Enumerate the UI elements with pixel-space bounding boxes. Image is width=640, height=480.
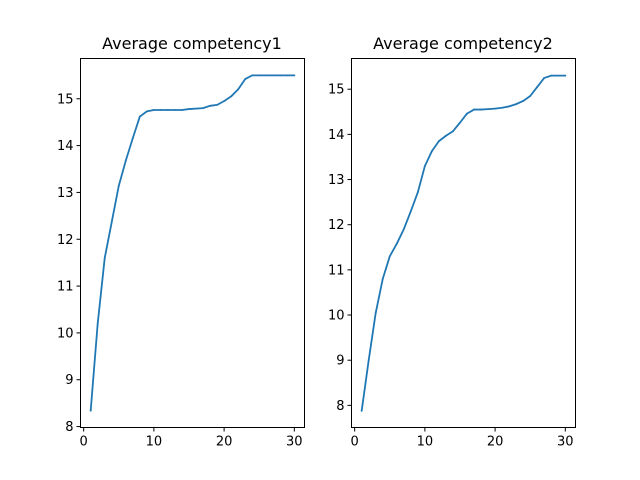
data-point: [564, 74, 567, 77]
series-group: [360, 74, 567, 412]
y-tick-label: 11: [57, 280, 74, 295]
series-line: [360, 74, 567, 412]
data-point: [181, 109, 183, 111]
data-point: [473, 108, 475, 111]
x-tick-label: 30: [286, 435, 303, 450]
data-point: [487, 108, 489, 110]
data-point: [508, 105, 511, 108]
y-tick-label: 8: [65, 420, 73, 435]
series-line: [89, 74, 296, 412]
data-point: [360, 409, 363, 412]
y-tick-label: 11: [328, 263, 345, 278]
data-point: [174, 109, 176, 111]
x-tick-label: 30: [557, 435, 574, 450]
data-point: [388, 255, 391, 258]
data-point: [209, 104, 211, 107]
data-point: [536, 86, 539, 88]
y-tick-label: 9: [336, 354, 344, 369]
data-point: [367, 359, 370, 362]
data-point: [293, 74, 296, 77]
data-point: [202, 107, 204, 110]
axes-frame: [351, 58, 576, 428]
x-tick-label: 10: [146, 435, 163, 450]
y-tick-label: 9: [65, 373, 73, 388]
data-point: [501, 106, 504, 109]
data-point: [438, 140, 440, 143]
data-point: [395, 242, 398, 245]
data-point: [529, 95, 532, 97]
y-tick-label: 13: [328, 173, 345, 188]
data-point: [374, 311, 377, 314]
data-point: [466, 112, 468, 115]
data-point: [223, 100, 226, 103]
data-point: [515, 103, 518, 106]
data-point: [188, 108, 190, 110]
data-point: [251, 74, 254, 77]
data-point: [286, 74, 289, 77]
y-tick-label: 8: [336, 399, 344, 414]
data-point: [265, 74, 268, 77]
chart-title: Average competency2: [373, 34, 553, 53]
data-point: [381, 278, 384, 280]
data-point: [416, 191, 419, 194]
data-point: [423, 165, 426, 167]
y-tick-label: 15: [57, 92, 74, 107]
x-tick-label: 20: [487, 435, 504, 450]
y-tick-label: 10: [57, 326, 74, 341]
chart-average-competency1: Average competency1 0 10 20 30 8 9 10 11 12 13 14 1…: [57, 34, 305, 450]
x-tick-label: 0: [80, 435, 88, 450]
data-point: [431, 150, 433, 152]
data-point: [272, 74, 275, 77]
x-tick-label: 20: [216, 435, 233, 450]
data-point: [409, 210, 412, 213]
data-point: [110, 221, 113, 223]
axes-frame: [80, 58, 305, 428]
data-point: [522, 100, 525, 102]
data-point: [480, 108, 482, 111]
x-tick-label: 10: [417, 435, 434, 450]
data-point: [459, 121, 461, 124]
data-point: [452, 130, 454, 133]
data-point: [195, 107, 197, 110]
data-point: [230, 95, 233, 98]
data-point: [138, 115, 141, 118]
chart-average-competency2: Average competency2 0 10 20 30 8 9 10 11 12 13 14 1…: [328, 34, 576, 450]
data-point: [279, 74, 282, 77]
data-point: [124, 159, 127, 162]
data-point: [237, 88, 240, 91]
data-point: [167, 109, 169, 111]
data-point: [152, 109, 155, 111]
y-tick-label: 14: [57, 139, 74, 154]
data-point: [103, 257, 106, 259]
data-point: [96, 322, 99, 325]
data-point: [494, 107, 496, 110]
data-point: [550, 74, 553, 77]
data-point: [402, 228, 405, 231]
data-point: [258, 74, 261, 77]
data-point: [160, 109, 162, 111]
chart-title: Average competency1: [102, 34, 282, 53]
y-tick-label: 12: [328, 218, 345, 233]
data-point: [216, 103, 218, 106]
data-point: [445, 134, 447, 137]
data-point: [557, 74, 560, 77]
series-group: [89, 74, 296, 412]
y-tick-label: 15: [328, 83, 345, 98]
y-tick-label: 14: [328, 128, 345, 143]
x-tick-label: 0: [351, 435, 359, 450]
y-tick-label: 13: [57, 186, 74, 201]
data-point: [131, 137, 134, 140]
data-point: [89, 409, 92, 412]
tick-group: 0 10 20 30 8 9 10 11 12 13 14 15: [57, 92, 303, 449]
data-point: [145, 110, 148, 113]
data-point: [244, 78, 247, 80]
tick-group: 0 10 20 30 8 9 10 11 12 13 14 15: [328, 83, 574, 450]
y-tick-label: 12: [57, 233, 74, 248]
y-tick-label: 10: [328, 309, 345, 324]
data-point: [117, 184, 120, 187]
data-point: [543, 77, 546, 79]
